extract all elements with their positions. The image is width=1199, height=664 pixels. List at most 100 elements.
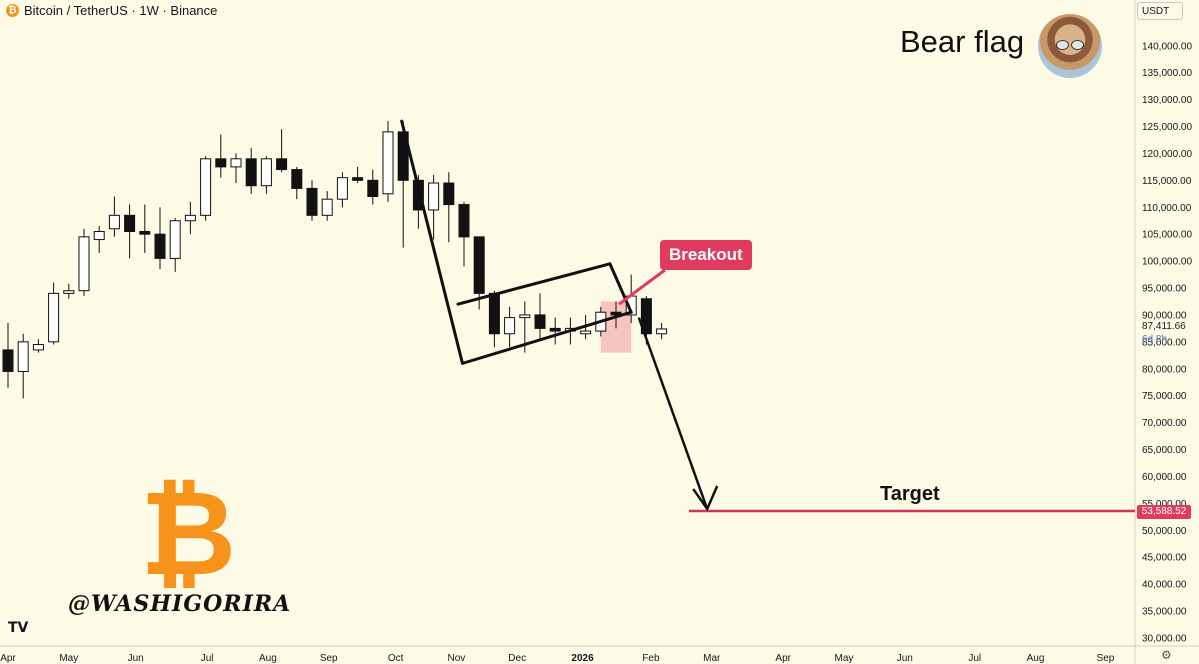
candle xyxy=(32,339,44,353)
tradingview-logo-icon[interactable]: TV xyxy=(8,620,29,636)
candle xyxy=(306,180,318,221)
candle-body xyxy=(488,292,500,335)
candle-body xyxy=(139,230,151,235)
candle-body xyxy=(291,169,303,189)
candle-body xyxy=(549,327,561,332)
candle xyxy=(124,204,136,259)
candle xyxy=(200,156,212,221)
candle xyxy=(108,196,120,237)
x-tick-label: Mar xyxy=(703,653,721,664)
y-tick-label: 40,000.00 xyxy=(1142,580,1187,591)
x-tick-label: Oct xyxy=(388,653,404,664)
candle xyxy=(215,134,227,178)
x-tick-label: Feb xyxy=(642,653,660,664)
candle-body xyxy=(93,230,105,241)
x-tick-label: Jul xyxy=(201,653,214,664)
candle xyxy=(2,323,14,388)
x-tick-label: Apr xyxy=(0,653,16,664)
candle xyxy=(610,301,622,329)
candle-body xyxy=(412,179,424,211)
candle-body xyxy=(473,236,485,294)
y-tick-label: 50,000.00 xyxy=(1142,526,1187,537)
candle-body xyxy=(443,182,455,206)
candle xyxy=(458,201,470,267)
y-tick-label: 100,000.00 xyxy=(1142,257,1192,268)
candle-body xyxy=(519,314,531,319)
candle xyxy=(382,121,394,202)
candle-body xyxy=(230,158,242,168)
y-tick-label: 30,000.00 xyxy=(1142,633,1187,644)
candle xyxy=(169,218,181,272)
candle-body xyxy=(215,158,227,168)
y-tick-label: 110,000.00 xyxy=(1142,203,1192,214)
candle-body xyxy=(200,158,212,216)
candle xyxy=(260,156,272,194)
candle-body xyxy=(656,328,668,335)
candle xyxy=(154,207,166,270)
candle-body xyxy=(504,317,516,335)
candle-body xyxy=(580,330,592,335)
candle-body xyxy=(48,292,60,343)
candle-body xyxy=(352,177,364,181)
candle-body xyxy=(382,131,394,195)
flag-upper-line xyxy=(456,262,612,306)
target-price-badge: 53,588.52 xyxy=(1137,505,1191,519)
breakout-label: Breakout xyxy=(660,240,752,270)
candle xyxy=(321,191,333,221)
candle xyxy=(336,172,348,208)
x-tick-label: May xyxy=(59,653,78,664)
x-tick-label: Sep xyxy=(1097,653,1115,664)
candle-body xyxy=(534,314,546,329)
candle-body xyxy=(154,233,166,259)
currency-selector[interactable]: USDT xyxy=(1137,2,1183,20)
candle-body xyxy=(78,236,90,292)
x-tick-label: Sep xyxy=(320,653,338,664)
gear-icon[interactable]: ⚙ xyxy=(1161,648,1172,662)
y-tick-label: 85,000.00 xyxy=(1142,337,1187,348)
candle xyxy=(549,317,561,345)
candle-body xyxy=(367,179,379,197)
candle-body xyxy=(321,198,333,216)
symbol-header[interactable]: ₿ Bitcoin / TetherUS · 1W · Binance xyxy=(6,3,217,18)
projection-arrow xyxy=(637,317,709,510)
candle-body xyxy=(245,158,257,187)
y-tick-label: 60,000.00 xyxy=(1142,472,1187,483)
symbol-title: Bitcoin / TetherUS · 1W · Binance xyxy=(24,3,218,18)
x-tick-label: Jul xyxy=(968,653,981,664)
sunglasses-icon xyxy=(1056,40,1084,50)
x-tick-label: Aug xyxy=(1027,653,1045,664)
bitcoin-coin-icon: ₿ xyxy=(6,4,19,17)
candle xyxy=(504,306,516,348)
candle-body xyxy=(32,344,44,351)
candle xyxy=(63,283,75,299)
breakout-pointer xyxy=(618,268,666,306)
x-tick-label: Jun xyxy=(897,653,913,664)
candle-body xyxy=(640,298,652,335)
flag-lower-line xyxy=(460,310,633,365)
x-tick-label: 2026 xyxy=(571,653,594,664)
y-tick-label: 65,000.00 xyxy=(1142,445,1187,456)
candle xyxy=(48,282,60,345)
candle-countdown: 6d 8h xyxy=(1142,333,1168,345)
y-tick-label: 125,000.00 xyxy=(1142,122,1192,133)
candle xyxy=(184,201,196,235)
y-tick-label: 45,000.00 xyxy=(1142,553,1187,564)
arrow-head xyxy=(692,485,719,512)
y-tick-label: 135,000.00 xyxy=(1142,68,1192,79)
target-label: Target xyxy=(880,483,940,505)
y-tick-label: 70,000.00 xyxy=(1142,418,1187,429)
y-tick-label: 115,000.00 xyxy=(1142,176,1192,187)
y-tick-label: 105,000.00 xyxy=(1142,230,1192,241)
y-tick-label: 35,000.00 xyxy=(1142,607,1187,618)
watermark: @WASHIGORIRA xyxy=(68,591,292,617)
candle-body xyxy=(306,187,318,216)
candle xyxy=(78,228,90,297)
candle xyxy=(352,166,364,184)
x-tick-label: Dec xyxy=(508,653,526,664)
candle-body xyxy=(428,182,440,211)
y-tick-label: 90,000.00 xyxy=(1142,310,1187,321)
candle-body xyxy=(184,214,196,222)
candle xyxy=(93,226,105,254)
